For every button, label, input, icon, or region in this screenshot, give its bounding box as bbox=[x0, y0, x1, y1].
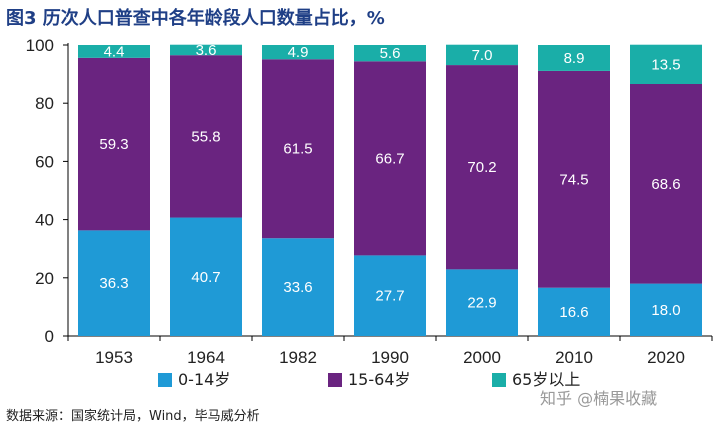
bar-value-label: 22.9 bbox=[467, 295, 496, 312]
bar-segment bbox=[538, 45, 610, 71]
bar-segment bbox=[630, 283, 702, 336]
bar-value-label: 55.8 bbox=[191, 128, 220, 145]
bar-value-label: 40.7 bbox=[191, 269, 220, 286]
bar-segment bbox=[354, 255, 426, 336]
legend-label: 0-14岁 bbox=[178, 370, 230, 389]
legend-swatch bbox=[328, 373, 342, 387]
bar-value-label: 4.4 bbox=[104, 43, 125, 60]
x-tick-label: 1953 bbox=[95, 348, 133, 367]
stacked-bar-chart: 0 20 40 60 80 100 36.3 59.3 4.4 1953 40.7 55.8 3.6 19… bbox=[26, 36, 713, 389]
legend-label: 15-64岁 bbox=[348, 370, 411, 389]
bar-segment bbox=[538, 287, 610, 336]
bar-value-label: 36.3 bbox=[99, 275, 128, 292]
bar-value-label: 33.6 bbox=[283, 279, 312, 296]
bar-segment bbox=[78, 57, 150, 231]
bar-value-label: 74.5 bbox=[559, 171, 588, 188]
bar-value-label: 70.2 bbox=[467, 159, 496, 176]
bar-value-label: 16.6 bbox=[559, 304, 588, 321]
bar-value-label: 66.7 bbox=[375, 150, 404, 167]
bar-segment bbox=[170, 217, 242, 336]
bar-value-label: 59.3 bbox=[99, 136, 128, 153]
bar-segment bbox=[170, 55, 242, 218]
bar-segment bbox=[170, 44, 242, 56]
bar-segment bbox=[630, 83, 702, 284]
bar-segment bbox=[78, 45, 150, 58]
y-tick-label: 40 bbox=[35, 211, 54, 230]
bar-segment bbox=[78, 230, 150, 336]
bar-segment bbox=[354, 61, 426, 256]
bar-segment bbox=[262, 59, 334, 239]
x-tick-label: 2020 bbox=[647, 348, 685, 367]
bar-value-label: 27.7 bbox=[375, 288, 404, 305]
bar-segment bbox=[446, 269, 518, 336]
bar-segment bbox=[446, 44, 518, 66]
y-tick-label: 80 bbox=[35, 94, 54, 113]
bar-segment bbox=[538, 70, 610, 288]
bar-value-label: 8.9 bbox=[564, 50, 585, 67]
bar-value-label: 61.5 bbox=[283, 141, 312, 158]
bar-value-label: 3.6 bbox=[196, 42, 217, 59]
x-tick-label: 2000 bbox=[463, 348, 501, 367]
y-tick-label: 60 bbox=[35, 152, 54, 171]
bar-value-label: 7.0 bbox=[472, 47, 493, 64]
bar-value-label: 13.5 bbox=[651, 56, 680, 73]
legend-swatch bbox=[158, 373, 172, 387]
bar-value-label: 18.0 bbox=[651, 302, 680, 319]
bar-value-label: 5.6 bbox=[380, 45, 401, 62]
bar-segment bbox=[262, 238, 334, 336]
chart-title: 图3 历次人口普查中各年龄段人口数量占比，% bbox=[6, 8, 385, 29]
bar-segment bbox=[630, 44, 702, 84]
watermark: 知乎 @楠果收藏 bbox=[540, 389, 658, 408]
x-tick-label: 2010 bbox=[555, 348, 593, 367]
x-tick-label: 1964 bbox=[187, 348, 225, 367]
data-source-note: 数据来源：国家统计局，Wind，毕马威分析 bbox=[6, 409, 260, 424]
bar-segment bbox=[354, 45, 426, 62]
legend-swatch bbox=[492, 373, 506, 387]
bar-value-label: 68.6 bbox=[651, 176, 680, 193]
bar-segment bbox=[446, 65, 518, 270]
y-tick-label: 0 bbox=[45, 327, 54, 346]
bar-segment bbox=[262, 45, 334, 60]
legend-label: 65岁以上 bbox=[512, 370, 580, 389]
y-tick-label: 20 bbox=[35, 269, 54, 288]
x-tick-label: 1982 bbox=[279, 348, 317, 367]
x-tick-label: 1990 bbox=[371, 348, 409, 367]
bar-value-label: 4.9 bbox=[288, 44, 309, 61]
y-tick-label: 100 bbox=[26, 36, 54, 55]
